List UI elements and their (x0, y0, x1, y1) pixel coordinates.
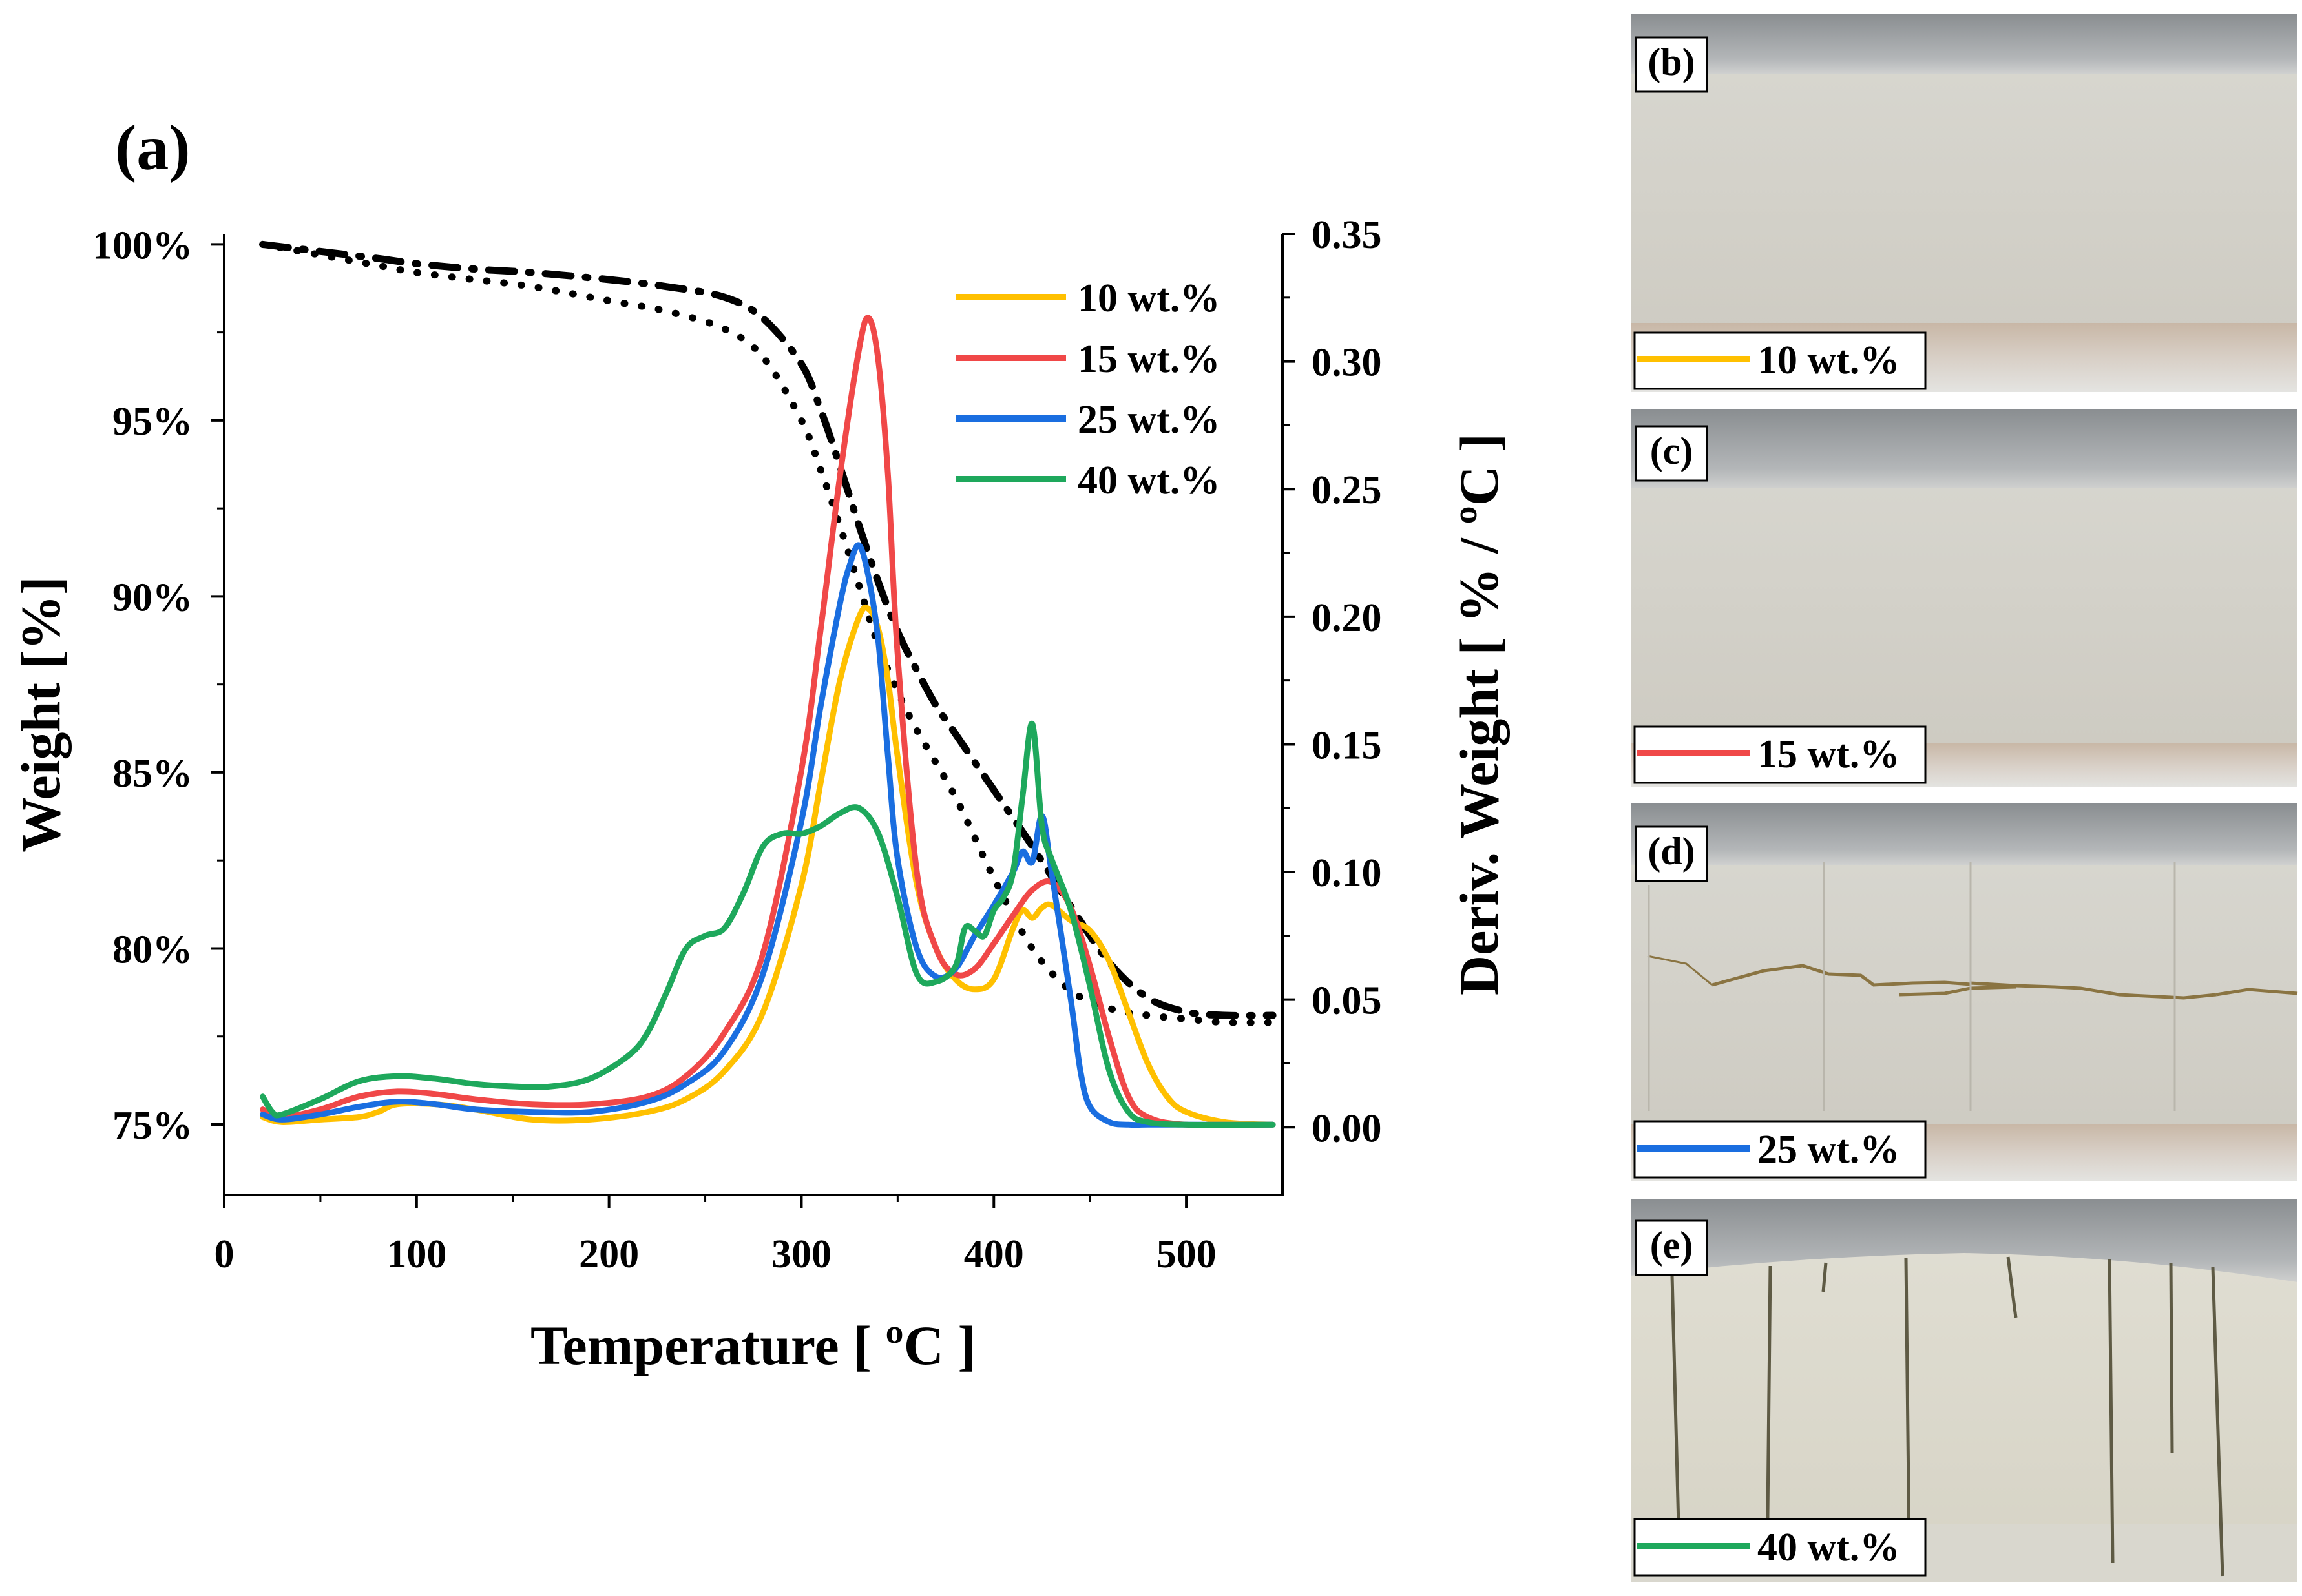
photo-label: (d) (1648, 830, 1695, 873)
legend-label: 10 wt.% (1078, 276, 1220, 320)
x-axis-label: Temperature [ ºC ] (530, 1314, 976, 1376)
photo-label: (c) (1650, 430, 1693, 472)
y-left-tick-label: 85% (112, 752, 193, 796)
photo-legend-text: 15 wt.% (1757, 732, 1899, 776)
x-tick-label: 400 (964, 1232, 1024, 1276)
photo-panel-d: (d) 25 wt.% (1631, 803, 2298, 1181)
tga-chart: (a) 0 100 200 300 400 50075%80%85%90%95%100%0… (10, 112, 1510, 1376)
legend-label: 40 wt.% (1078, 459, 1220, 503)
y-right-tick-label: 0.25 (1312, 468, 1382, 512)
series-10-wt-line (260, 605, 1276, 1128)
photo-legend-text: 25 wt.% (1757, 1128, 1899, 1172)
photo-legend-text: 10 wt.% (1757, 338, 1899, 382)
y-axis-label-left: Weight [%] (10, 576, 72, 853)
y-right-tick-label: 0.30 (1312, 341, 1382, 385)
weight-dashdot-line (259, 240, 1277, 1019)
x-tick-label: 200 (579, 1232, 639, 1276)
crack-lines (1647, 955, 2298, 1000)
axis-ticks (211, 233, 1295, 1208)
y-right-tick-label: 0.00 (1312, 1106, 1382, 1150)
weight-lines (259, 240, 1277, 1026)
x-tick-label: 500 (1156, 1232, 1217, 1276)
photo-panels: (b) 10 wt.% (c) 15 wt.% (1631, 14, 2298, 1582)
derivative-lines (260, 315, 1276, 1128)
legend: 10 wt.% 15 wt.% 25 wt.% 40 wt.% (956, 276, 1220, 503)
y-axis-label-right: Deriv. Weight [ % / ºC ] (1448, 433, 1510, 995)
y-right-tick-label: 0.15 (1312, 723, 1382, 767)
photo-legend-text: 40 wt.% (1757, 1526, 1899, 1570)
photo-label: (e) (1650, 1224, 1693, 1267)
y-left-tick-label: 75% (112, 1104, 193, 1148)
panel-label: (a) (115, 112, 191, 183)
y-right-tick-label: 0.05 (1312, 979, 1382, 1023)
series-25-wt-line (260, 542, 1276, 1128)
y-right-tick-label: 0.20 (1312, 596, 1382, 640)
photo-panel-b: (b) 10 wt.% (1631, 14, 2297, 392)
block-seams (1648, 862, 2176, 1111)
photo-label: (b) (1648, 41, 1695, 83)
y-left-tick-label: 100% (92, 223, 193, 267)
series-40-wt-line (260, 721, 1276, 1128)
y-right-tick-label: 0.10 (1312, 851, 1382, 895)
y-left-tick-label: 80% (112, 928, 193, 971)
y-left-tick-label: 90% (112, 575, 193, 619)
legend-label: 15 wt.% (1078, 337, 1220, 381)
weight-dotted-line (259, 240, 1277, 1026)
photo-panel-e: (e) 40 wt.% (1631, 1199, 2297, 1582)
photo-panel-c: (c) 15 wt.% (1631, 409, 2297, 787)
legend-label: 25 wt.% (1078, 398, 1220, 442)
tick-labels: 0 100 200 300 400 500 75% 80% 85% 90% 95% 100% 0.00 0… (92, 213, 1382, 1276)
x-tick-label: 0 (215, 1232, 235, 1276)
x-tick-label: 300 (771, 1232, 832, 1276)
y-left-tick-label: 95% (112, 400, 193, 444)
y-right-tick-label: 0.35 (1312, 213, 1382, 257)
x-tick-label: 100 (386, 1232, 446, 1276)
